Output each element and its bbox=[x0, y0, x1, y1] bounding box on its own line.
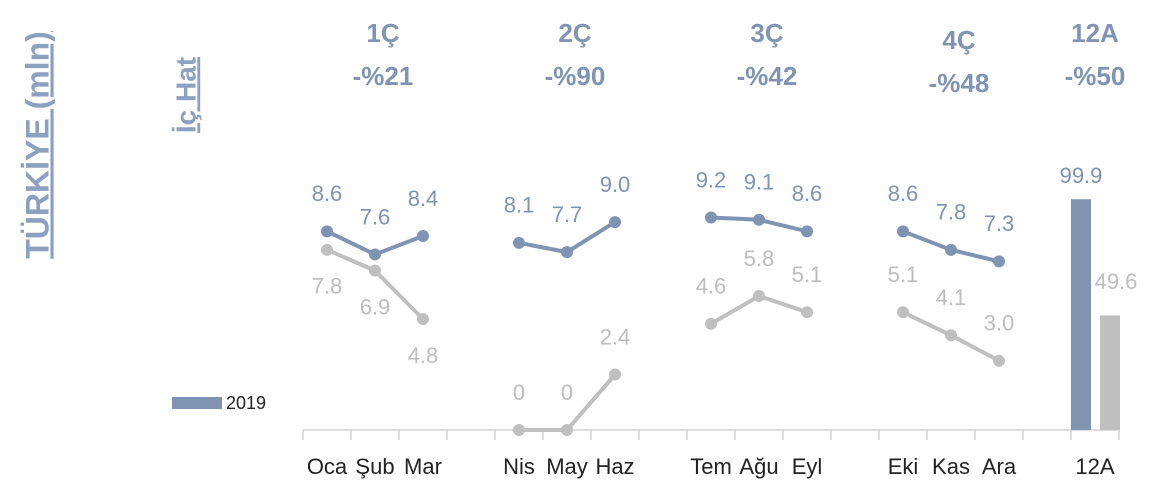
data-label: 8.4 bbox=[408, 186, 439, 211]
chart-subtitle: İç Hat bbox=[170, 57, 201, 133]
total-bar bbox=[1100, 315, 1120, 430]
point bbox=[369, 248, 381, 261]
point bbox=[417, 229, 429, 242]
quarter-name: 2Ç bbox=[558, 18, 591, 48]
data-label: 5.1 bbox=[888, 262, 919, 287]
point bbox=[705, 211, 717, 224]
data-label: 2.4 bbox=[600, 324, 631, 349]
point bbox=[945, 243, 957, 256]
x-tick-label: 12A bbox=[1075, 454, 1114, 479]
point bbox=[945, 329, 957, 342]
chart-title: TÜRKİYE (mln) bbox=[19, 31, 55, 259]
point bbox=[609, 216, 621, 229]
data-label: 5.1 bbox=[792, 262, 823, 287]
point bbox=[513, 424, 525, 436]
legend-swatch bbox=[172, 397, 222, 409]
data-label: 7.8 bbox=[936, 200, 967, 225]
x-tick-label: Kas bbox=[932, 454, 970, 479]
x-tick-label: Nis bbox=[503, 454, 535, 479]
quarter-name: 4Ç bbox=[942, 25, 975, 55]
data-label: 0 bbox=[513, 380, 525, 405]
x-tick-label: Şub bbox=[355, 454, 394, 479]
point bbox=[513, 236, 525, 249]
point bbox=[705, 317, 717, 330]
data-label: 7.7 bbox=[552, 202, 583, 227]
point bbox=[993, 255, 1005, 268]
data-label: 3.0 bbox=[984, 311, 1015, 336]
data-label: 8.6 bbox=[312, 181, 343, 206]
data-label: 99.9 bbox=[1060, 163, 1103, 188]
point bbox=[897, 225, 909, 238]
x-tick-label: Tem bbox=[690, 454, 732, 479]
x-tick-label: Eki bbox=[888, 454, 919, 479]
x-tick-label: May bbox=[546, 454, 588, 479]
x-tick-label: Ağu bbox=[739, 454, 778, 479]
quarter-change: -%50 bbox=[1065, 61, 1126, 91]
quarter-change: -%90 bbox=[545, 61, 606, 91]
point bbox=[897, 306, 909, 319]
data-label: 7.6 bbox=[360, 204, 391, 229]
point bbox=[801, 306, 813, 319]
data-label: 9.0 bbox=[600, 172, 631, 197]
data-label: 7.3 bbox=[984, 211, 1015, 236]
data-label: 4.8 bbox=[408, 343, 439, 368]
data-label: 9.1 bbox=[744, 170, 775, 195]
quarter-change: -%21 bbox=[353, 61, 414, 91]
data-label: 9.2 bbox=[696, 167, 727, 192]
point bbox=[993, 354, 1005, 367]
data-label: 4.1 bbox=[936, 285, 967, 310]
data-label: 7.8 bbox=[312, 274, 343, 299]
data-label: 4.6 bbox=[696, 274, 727, 299]
data-label: 49.6 bbox=[1095, 269, 1138, 294]
point bbox=[321, 243, 333, 256]
x-tick-label: Haz bbox=[595, 454, 634, 479]
point bbox=[753, 290, 765, 303]
x-tick-label: Mar bbox=[404, 454, 442, 479]
data-label: 0 bbox=[561, 380, 573, 405]
point bbox=[801, 225, 813, 238]
x-tick-label: Oca bbox=[307, 454, 348, 479]
x-tick-label: Ara bbox=[982, 454, 1017, 479]
point bbox=[561, 246, 573, 259]
quarter-change: -%48 bbox=[929, 68, 990, 98]
data-label: 8.6 bbox=[792, 181, 823, 206]
data-label: 5.8 bbox=[744, 246, 775, 271]
quarter-name: 12A bbox=[1071, 18, 1119, 48]
point bbox=[609, 368, 621, 381]
point bbox=[417, 313, 429, 326]
quarter-name: 3Ç bbox=[750, 18, 783, 48]
quarter-name: 1Ç bbox=[366, 18, 399, 48]
point bbox=[753, 213, 765, 226]
point bbox=[561, 424, 573, 436]
legend-label: 2019 bbox=[226, 393, 266, 413]
quarter-change: -%42 bbox=[737, 61, 798, 91]
data-label: 8.1 bbox=[504, 193, 535, 218]
data-label: 8.6 bbox=[888, 181, 919, 206]
point bbox=[321, 225, 333, 238]
data-label: 6.9 bbox=[360, 294, 391, 319]
x-tick-label: Eyl bbox=[792, 454, 823, 479]
total-bar bbox=[1071, 199, 1091, 430]
point bbox=[369, 264, 381, 277]
